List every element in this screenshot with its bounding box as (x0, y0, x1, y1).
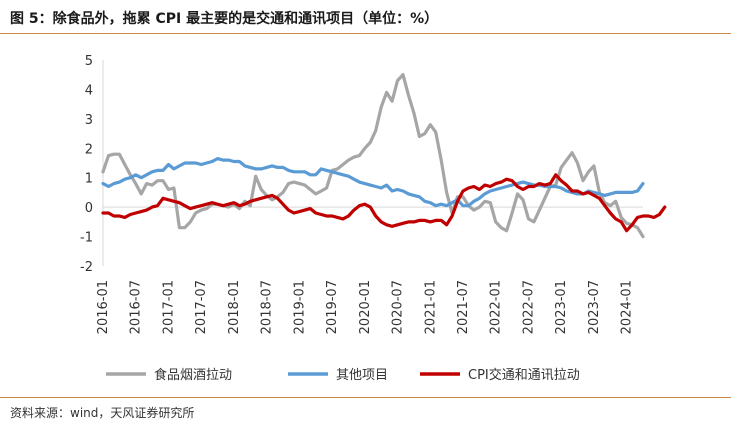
y-axis-ticks: 5 4 3 2 1 0 -1 -2 (80, 54, 93, 275)
x-tick-label: 2024-01 (620, 280, 635, 334)
y-tick-label: 4 (85, 83, 93, 98)
top-rule (0, 33, 731, 34)
source-note: 资料来源：wind，天风证券研究所 (10, 406, 195, 420)
y-tick-label: 0 (85, 201, 93, 216)
series-lines (101, 73, 667, 239)
x-tick-label: 2022-07 (521, 280, 536, 334)
y-tick-label: 5 (85, 54, 93, 69)
y-tick-label: 1 (85, 172, 93, 187)
legend: 食品烟酒拉动 其他项目 CPI交通和通讯拉动 (106, 367, 580, 383)
x-tick-label: 2021-07 (456, 280, 471, 334)
x-tick-label: 2022-01 (489, 280, 504, 334)
x-tick-label: 2016-01 (96, 280, 111, 334)
x-axis-ticks: 2016-01 2016-07 2017-01 2017-07 2018-01 2018-… (96, 280, 635, 334)
y-tick-label: 2 (85, 142, 93, 157)
x-tick-label: 2018-01 (227, 280, 242, 334)
x-tick-label: 2019-07 (325, 280, 340, 334)
legend-label-1: 其他项目 (336, 368, 388, 383)
y-tick-label: 3 (85, 113, 93, 128)
x-tick-label: 2017-07 (194, 280, 209, 334)
legend-label-0: 食品烟酒拉动 (154, 367, 232, 383)
x-tick-label: 2023-01 (554, 280, 569, 334)
x-tick-label: 2018-07 (260, 280, 275, 334)
chart-title: 图 5：除食品外，拖累 CPI 最主要的是交通和通讯项目（单位：%） (10, 11, 439, 27)
x-tick-label: 2023-07 (587, 280, 602, 334)
x-tick-label: 2019-01 (292, 280, 307, 334)
x-tick-label: 2021-01 (423, 280, 438, 334)
y-tick-label: -2 (80, 260, 93, 275)
x-tick-label: 2020-07 (391, 280, 406, 334)
x-tick-label: 2016-07 (129, 280, 144, 334)
series-line-2 (101, 173, 667, 233)
legend-label-2: CPI交通和通讯拉动 (468, 367, 580, 383)
x-tick-label: 2017-01 (161, 280, 176, 334)
x-tick-label: 2020-01 (358, 280, 373, 334)
y-tick-label: -1 (80, 231, 93, 246)
series-line-1 (101, 157, 645, 208)
bottom-rule (0, 397, 731, 398)
